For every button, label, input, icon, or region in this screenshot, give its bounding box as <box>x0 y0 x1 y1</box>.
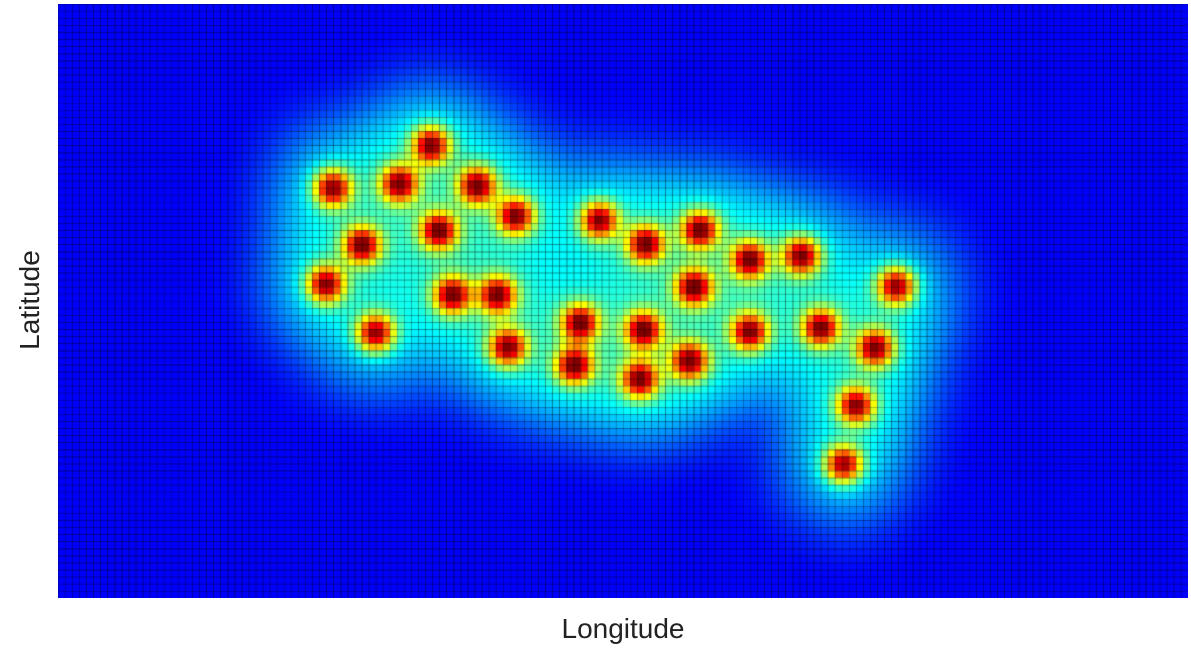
y-axis-label: Latitude <box>14 250 45 350</box>
heatmap-plot <box>58 4 1188 598</box>
x-axis-label: Longitude <box>561 613 685 644</box>
